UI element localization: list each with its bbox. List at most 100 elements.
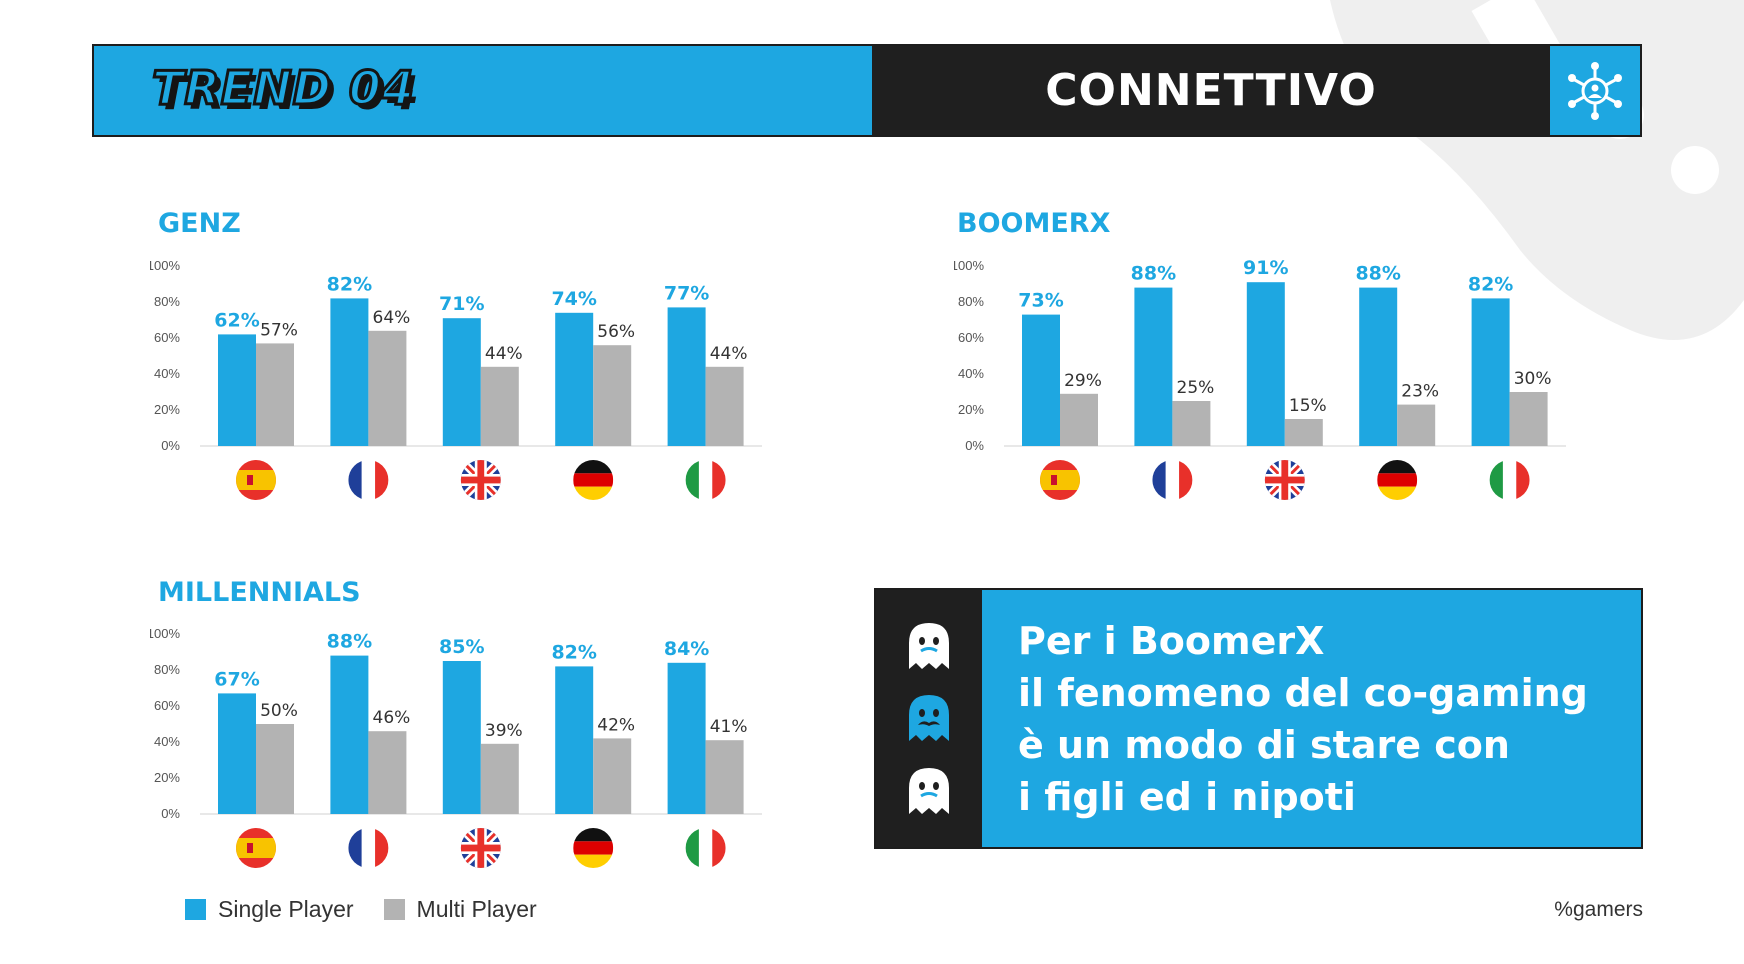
single-player-bar <box>330 298 369 446</box>
category-flag <box>1152 460 1193 500</box>
multi-player-label: 44% <box>485 344 523 364</box>
uk-flag-icon <box>1264 460 1305 500</box>
legend-swatch-multi <box>383 899 405 920</box>
boomerx-bar-chart: 0% 20% 40% 60% 80% 100% 73% 29% 88% 25% 91% 15% 88% 2… <box>954 257 1566 500</box>
quote-line: è un modo di stare con <box>1018 722 1510 767</box>
single-player-label: 84% <box>664 638 709 660</box>
y-tick-label: 80% <box>154 294 180 309</box>
spain-flag-icon <box>1040 460 1080 500</box>
ghost-mustache-icon <box>909 695 949 742</box>
single-player-label: 71% <box>439 293 484 315</box>
y-tick-label: 80% <box>154 662 180 677</box>
single-player-label: 91% <box>1243 257 1288 279</box>
y-tick-label: 60% <box>154 698 180 713</box>
multi-player-label: 30% <box>1514 369 1552 389</box>
multi-player-bar <box>1397 404 1436 446</box>
multi-player-bar <box>480 366 519 446</box>
multi-player-label: 44% <box>710 344 748 364</box>
single-player-label: 62% <box>214 309 259 331</box>
multi-player-bar <box>368 731 407 814</box>
trend-logo: TREND 04 <box>151 60 416 117</box>
category-flag <box>685 828 726 868</box>
multi-player-bar <box>593 345 632 446</box>
spain-flag-icon <box>236 828 276 868</box>
multi-player-bar <box>368 330 407 446</box>
y-tick-label: 20% <box>154 770 180 785</box>
millennials-bar-chart: 0% 20% 40% 60% 80% 100% 67%50% 88% 46% 85% 39% 82% 4… <box>150 626 762 868</box>
multi-player-label: 23% <box>1401 382 1439 402</box>
quote-text-area: Per i BoomerX il fenomeno del co-gaming … <box>982 590 1641 847</box>
y-tick-label: 20% <box>154 402 180 417</box>
multi-player-label: 56% <box>597 322 635 342</box>
single-player-label: 85% <box>439 636 484 658</box>
multi-player-label: 39% <box>485 721 523 741</box>
genz-bar-chart: 0% 20% 40% 60% 80% 100% 62% 57% 82%64% 71% 44% 74%5… <box>150 258 762 500</box>
category-flag <box>1489 460 1530 500</box>
quote-text: Per i BoomerX il fenomeno del co-gaming … <box>1018 615 1588 823</box>
page-title: CONNETTIVO <box>1045 65 1377 116</box>
chart-title-genz: GENZ <box>158 208 241 239</box>
y-tick-label: 0% <box>965 438 984 453</box>
single-player-bar <box>1359 287 1398 446</box>
chart-title-millennials: MILLENNIALS <box>158 577 361 608</box>
single-player-label: 88% <box>1355 263 1400 285</box>
single-player-bar <box>1022 314 1060 446</box>
single-player-bar <box>1246 282 1285 446</box>
single-player-bar <box>442 661 481 814</box>
legend-item-single: Single Player <box>185 896 354 923</box>
single-player-label: 88% <box>1131 263 1176 285</box>
y-tick-label: 0% <box>161 806 180 821</box>
multi-player-label: 15% <box>1289 396 1327 416</box>
single-player-label: 82% <box>1468 273 1513 295</box>
multi-player-label: 50% <box>260 701 298 721</box>
multi-player-bar <box>705 366 744 446</box>
single-player-label: 73% <box>1018 290 1063 312</box>
network-people-icon <box>1568 61 1622 120</box>
ghost-icon <box>909 767 949 814</box>
single-player-bar <box>667 307 706 446</box>
category-flag <box>1377 460 1418 500</box>
spain-flag-icon <box>236 460 276 500</box>
y-tick-label: 20% <box>958 402 984 417</box>
category-flag <box>685 460 726 500</box>
header-bar: TREND 04 CONNETTIVO <box>92 44 1642 137</box>
single-player-label: 67% <box>214 668 259 690</box>
multi-player-label: 42% <box>597 715 635 735</box>
legend-swatch-single <box>185 899 206 920</box>
single-player-label: 77% <box>664 282 709 304</box>
single-player-bar <box>1134 287 1173 446</box>
category-flag <box>460 460 501 500</box>
y-tick-label: 40% <box>154 366 180 381</box>
single-player-bar <box>442 318 481 446</box>
multi-player-bar <box>1060 393 1098 446</box>
category-flag <box>348 828 389 868</box>
single-player-label: 88% <box>327 631 372 653</box>
y-tick-label: 100% <box>954 258 984 273</box>
single-player-bar <box>218 334 256 446</box>
quote-line: Per i BoomerX <box>1018 618 1325 663</box>
y-tick-label: 0% <box>161 438 180 453</box>
germany-flag-icon <box>573 460 614 500</box>
quote-line: i figli ed i nipoti <box>1018 774 1356 819</box>
multi-player-bar <box>256 343 294 446</box>
header-title-area: CONNETTIVO <box>872 46 1550 135</box>
uk-flag-icon <box>460 460 501 500</box>
single-player-bar <box>667 662 706 814</box>
multi-player-label: 46% <box>373 708 411 728</box>
chart-title-boomerx: BOOMERX <box>957 208 1111 239</box>
category-flag <box>1264 460 1305 500</box>
italy-flag-icon <box>1489 460 1530 500</box>
multi-player-label: 25% <box>1177 378 1215 398</box>
y-tick-label: 100% <box>150 626 180 641</box>
category-flag <box>236 828 276 868</box>
category-flag <box>1040 460 1080 500</box>
multi-player-label: 57% <box>260 320 298 340</box>
multi-player-label: 41% <box>710 717 748 737</box>
multi-player-bar <box>705 740 744 814</box>
single-player-bar <box>555 312 594 446</box>
uk-flag-icon <box>460 828 501 868</box>
multi-player-bar <box>1284 419 1323 446</box>
germany-flag-icon <box>573 828 614 868</box>
france-flag-icon <box>348 460 389 500</box>
single-player-bar <box>218 693 256 814</box>
